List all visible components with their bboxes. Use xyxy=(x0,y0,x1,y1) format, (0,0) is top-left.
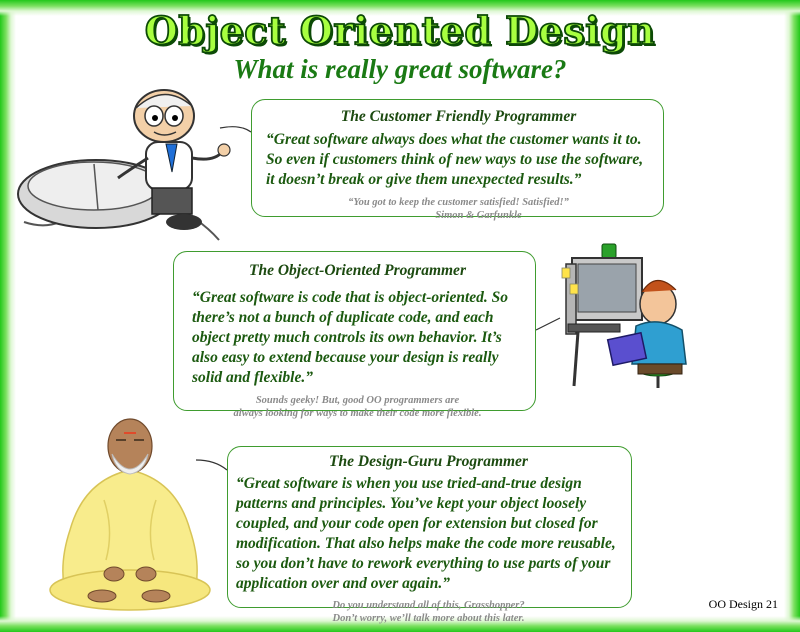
box-quote: “Great software always does what the cus… xyxy=(266,131,644,188)
box-aside: “You got to keep the customer satisfied!… xyxy=(266,196,651,222)
oo-programmer-illustration xyxy=(561,243,687,388)
box-quote: “Great software is code that is object-o… xyxy=(192,289,509,386)
connector-line-3 xyxy=(195,459,228,471)
box-title: The Design-Guru Programmer xyxy=(329,453,528,470)
aside-line: Sounds geeky! But, good OO programmers a… xyxy=(255,395,460,406)
connector-line-2 xyxy=(535,317,561,331)
connector-line-1 xyxy=(219,126,252,133)
guru-programmer-illustration xyxy=(49,418,211,611)
aside-line: “You got to keep the customer satisfied!… xyxy=(348,197,569,208)
slide-subtitle: What is really great software? xyxy=(233,54,567,84)
box-aside: Sounds geeky! But, good OO programmers a… xyxy=(192,394,523,420)
box-aside: Do you understand all of this, Grasshopp… xyxy=(236,599,621,625)
box-title: The Object-Oriented Programmer xyxy=(249,262,466,279)
customer-friendly-box: The Customer Friendly Programmer “Great … xyxy=(251,99,664,221)
aside-line: always looking for ways to make their co… xyxy=(233,408,482,419)
aside-line: Simon & Garfunkle xyxy=(435,210,522,221)
aside-line: Do you understand all of this, Grasshopp… xyxy=(332,600,525,611)
aside-line: Don’t worry, we’ll talk more about this … xyxy=(332,613,525,624)
design-guru-box: The Design-Guru Programmer “Great softwa… xyxy=(227,446,632,624)
box-quote: “Great software is when you use tried-an… xyxy=(236,475,616,592)
slide-footer: OO Design 21 xyxy=(708,597,778,611)
slide-title: Object Oriented Design xyxy=(144,7,656,54)
box-title: The Customer Friendly Programmer xyxy=(340,108,577,125)
customer-programmer-illustration xyxy=(17,89,231,241)
object-oriented-box: The Object-Oriented Programmer “Great so… xyxy=(173,251,536,419)
